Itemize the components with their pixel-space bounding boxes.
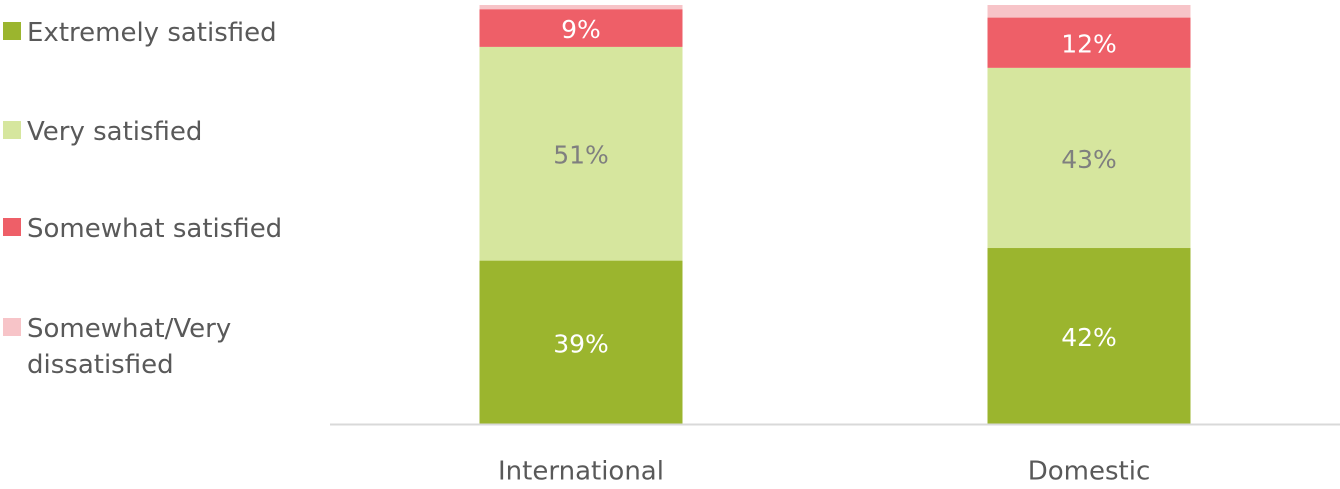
data-label: 12% [1061,30,1117,59]
legend-item: Extremely satisfied [3,15,337,51]
bar-segment [479,9,683,47]
legend-item: Somewhat satisfied [3,211,337,247]
x-tick-label: Domestic [1028,457,1151,487]
data-label: 39% [553,329,609,358]
legend-swatch [3,121,21,139]
data-label: 42% [1061,323,1117,352]
legend-label: Extremely satisfied [27,18,277,48]
legend-label: Somewhat satisfied [27,214,283,244]
x-tick-label: International [498,457,664,487]
bar-segment [987,5,1191,18]
legend-label: Somewhat/Very dissatisfied [27,314,232,380]
legend-swatch [3,318,21,336]
legend-item: Very satisfied [3,114,337,150]
legend-label: Very satisfied [27,117,203,147]
bar-segment [479,46,683,261]
data-label: 43% [1061,145,1117,174]
legend-item: Somewhat/Very dissatisfied [3,311,337,383]
bar-segment [987,17,1191,68]
bar-segment [479,5,683,10]
data-label: 51% [553,141,609,170]
data-label: 9% [561,15,601,44]
legend-swatch [3,22,21,40]
bar-segment [987,67,1191,249]
bar-segment [987,248,1191,424]
bar-segment [479,260,683,424]
legend-swatch [3,218,21,236]
